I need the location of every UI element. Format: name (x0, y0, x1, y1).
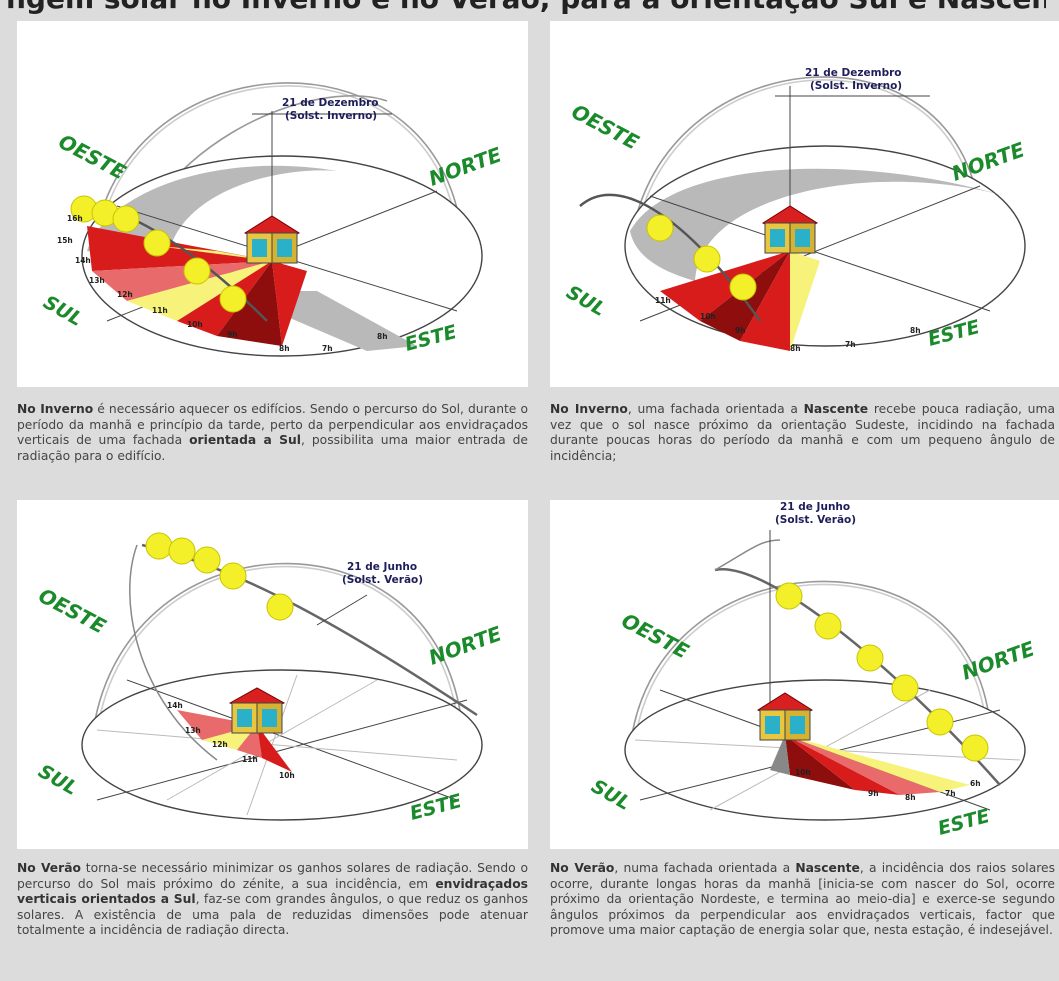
house (756, 692, 814, 741)
svg-text:9h: 9h (735, 326, 746, 335)
south-label: SUL (563, 281, 610, 321)
house (243, 215, 301, 264)
svg-text:6h: 6h (970, 779, 981, 788)
radiation-fans (770, 735, 970, 795)
caption-panel-3: No Verão torna-se necessário minimizar o… (17, 861, 529, 938)
date-label: 21 de Dezembro (282, 97, 378, 109)
diagram-panel-winter-east: 21 de Dezembro (Solst. Inverno) 11h 10h … (550, 21, 1059, 387)
hour-labels: 16h 15h 14h 13h 12h 11h 10h 9h 8h 7h 8h (57, 214, 388, 353)
west-label: OESTE (568, 99, 643, 154)
sun-path (70, 195, 268, 322)
svg-text:8h: 8h (790, 344, 801, 353)
svg-text:9h: 9h (227, 330, 238, 339)
sky-dome (91, 562, 463, 741)
sky-dome (629, 580, 991, 751)
svg-text:14h: 14h (167, 701, 183, 710)
ground-ellipse (81, 669, 483, 821)
hour-labels: 11h 10h 9h 8h 7h 8h (655, 296, 921, 353)
hour-labels: 10h 9h 8h 7h 6h (795, 768, 981, 802)
svg-text:9h: 9h (868, 789, 879, 798)
north-label: NORTE (959, 636, 1039, 685)
page-title: ngem solar no Inverno e no Verão, para a… (6, 0, 1046, 14)
svg-text:8h: 8h (279, 344, 290, 353)
svg-text:8h: 8h (905, 793, 916, 802)
svg-text:7h: 7h (845, 340, 856, 349)
caption-panel-1: No Inverno é necessário aquecer os edifí… (17, 402, 528, 463)
sun-path (579, 193, 762, 322)
svg-text:13h: 13h (185, 726, 201, 735)
north-label: NORTE (426, 621, 506, 670)
hour-labels: 14h 13h 12h 11h 10h (167, 701, 295, 780)
sun-path (129, 532, 478, 761)
south-label: SUL (40, 291, 87, 331)
east-label: ESTE (936, 805, 993, 840)
svg-text:12h: 12h (117, 290, 133, 299)
radiation-fans (87, 226, 307, 346)
sun-path (714, 539, 1001, 786)
caption-panel-2: No Inverno, uma fachada orientada a Nasc… (550, 402, 1055, 463)
date-callout: 21 de Junho (Solst. Verão) (769, 501, 856, 710)
diagram-panel-winter-south: 21 de Dezembro (Solst. Inverno) 16h 15h … (17, 21, 528, 387)
svg-text:8h: 8h (910, 326, 921, 335)
date-callout: 21 de Dezembro (Solst. Inverno) (775, 67, 930, 231)
svg-text:12h: 12h (212, 740, 228, 749)
svg-text:11h: 11h (242, 755, 258, 764)
date-callout: 21 de Dezembro (Solst. Inverno) (252, 97, 392, 241)
season-label: (Solst. Inverno) (810, 80, 902, 92)
season-label: (Solst. Verão) (775, 514, 856, 526)
south-label: SUL (588, 775, 635, 815)
south-label: SUL (35, 760, 82, 800)
svg-text:14h: 14h (75, 256, 91, 265)
season-label: (Solst. Verão) (342, 574, 423, 586)
date-label: 21 de Dezembro (805, 67, 901, 79)
svg-text:16h: 16h (67, 214, 83, 223)
date-label: 21 de Junho (780, 501, 850, 513)
house (761, 205, 819, 254)
svg-text:10h: 10h (795, 768, 811, 777)
svg-text:10h: 10h (700, 312, 716, 321)
sky-dome (629, 76, 981, 252)
diagram-panel-summer-south: 21 de Junho (Solst. Verão) 14h 13h 12h 1… (17, 500, 528, 849)
svg-text:7h: 7h (322, 344, 333, 353)
caption-panel-4: No Verão, numa fachada orientada a Nasce… (550, 861, 1055, 938)
svg-text:10h: 10h (187, 320, 203, 329)
svg-text:13h: 13h (89, 276, 105, 285)
svg-text:8h: 8h (377, 332, 388, 341)
west-label: OESTE (35, 583, 110, 638)
season-label: (Solst. Inverno) (285, 110, 377, 122)
house (228, 687, 286, 734)
svg-text:15h: 15h (57, 236, 73, 245)
west-label: OESTE (618, 608, 693, 663)
date-callout: 21 de Junho (Solst. Verão) (316, 561, 423, 626)
north-label: NORTE (949, 137, 1029, 186)
date-label: 21 de Junho (347, 561, 417, 573)
svg-text:7h: 7h (945, 789, 956, 798)
svg-text:10h: 10h (279, 771, 295, 780)
diagram-panel-summer-east: 21 de Junho (Solst. Verão) 10h 9h 8h 7h … (550, 500, 1059, 849)
svg-text:11h: 11h (152, 306, 168, 315)
west-label: OESTE (55, 129, 130, 184)
svg-text:11h: 11h (655, 296, 671, 305)
north-label: NORTE (426, 142, 506, 191)
